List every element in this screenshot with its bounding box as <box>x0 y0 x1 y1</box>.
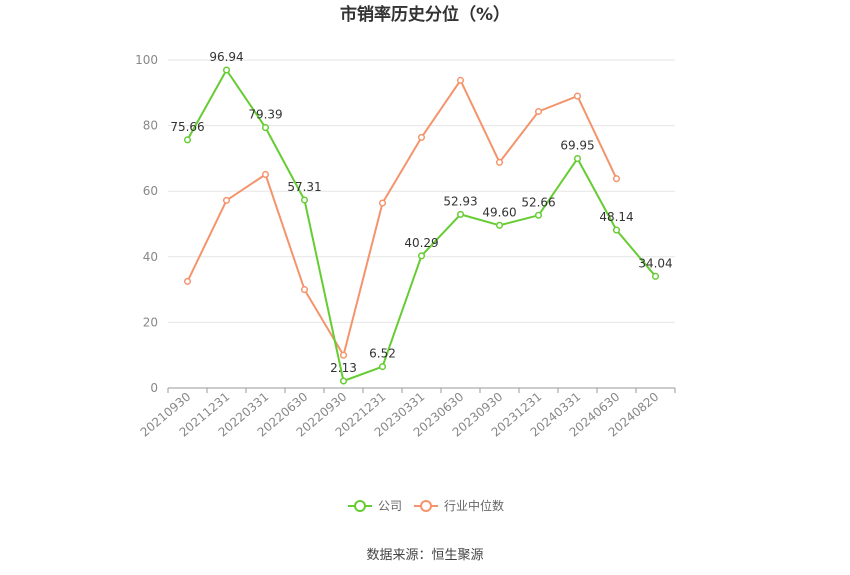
y-tick-label: 20 <box>143 315 158 329</box>
data-point <box>183 277 192 285</box>
data-point <box>612 226 621 234</box>
data-point <box>222 196 231 204</box>
data-label: 40.29 <box>404 236 438 250</box>
data-labels: 75.66 96.94 79.39 57.31 2.13 6.52 40.29 52.93 49… <box>170 50 672 375</box>
data-point <box>612 175 621 183</box>
legend-item-company[interactable]: 公司 <box>348 499 402 513</box>
data-label: 6.52 <box>369 347 396 361</box>
data-point <box>573 92 582 100</box>
data-point <box>261 124 270 132</box>
y-tick-label: 80 <box>143 119 158 133</box>
data-point <box>534 107 543 116</box>
legend-marker-icon <box>420 500 432 512</box>
data-label: 49.60 <box>482 205 516 219</box>
data-label: 57.31 <box>287 180 321 194</box>
series <box>183 66 660 385</box>
series-line-industry-median <box>186 79 618 357</box>
data-point <box>339 377 348 385</box>
legend-item-industry-median[interactable]: 行业中位数 <box>414 498 504 513</box>
data-label: 96.94 <box>209 50 243 64</box>
data-label: 52.66 <box>521 195 555 209</box>
legend-marker-icon <box>354 500 366 512</box>
y-tick-label: 40 <box>143 250 158 264</box>
data-label: 69.95 <box>560 139 594 153</box>
grid <box>168 59 675 323</box>
data-point <box>495 158 504 166</box>
data-point <box>339 351 348 359</box>
data-label: 52.93 <box>443 194 477 208</box>
data-point <box>456 76 465 84</box>
data-point <box>495 221 504 229</box>
data-point <box>456 210 465 218</box>
data-point <box>222 66 231 74</box>
data-label: 79.39 <box>248 108 282 122</box>
data-point <box>378 199 387 207</box>
data-point <box>183 136 192 144</box>
data-point <box>573 155 582 163</box>
data-point <box>651 272 660 280</box>
data-point <box>417 133 426 141</box>
legend-label: 公司 <box>378 499 402 513</box>
data-point <box>261 170 270 179</box>
chart-title: 市销率历史分位（%） <box>340 4 510 25</box>
data-label: 48.14 <box>599 210 633 224</box>
y-tick-label: 0 <box>150 381 158 395</box>
data-point <box>300 196 309 204</box>
data-label: 34.04 <box>638 256 672 270</box>
data-label: 2.13 <box>330 361 357 375</box>
legend[interactable]: 公司 行业中位数 <box>348 498 504 513</box>
y-tick-label: 60 <box>143 184 158 198</box>
data-point <box>534 211 543 219</box>
data-label: 75.66 <box>170 120 204 134</box>
data-point <box>378 363 387 371</box>
data-point <box>300 286 309 294</box>
source-note: 数据来源：恒生聚源 <box>366 548 483 563</box>
y-tick-label: 100 <box>135 53 158 67</box>
data-point <box>417 252 426 260</box>
legend-label: 行业中位数 <box>444 498 504 513</box>
